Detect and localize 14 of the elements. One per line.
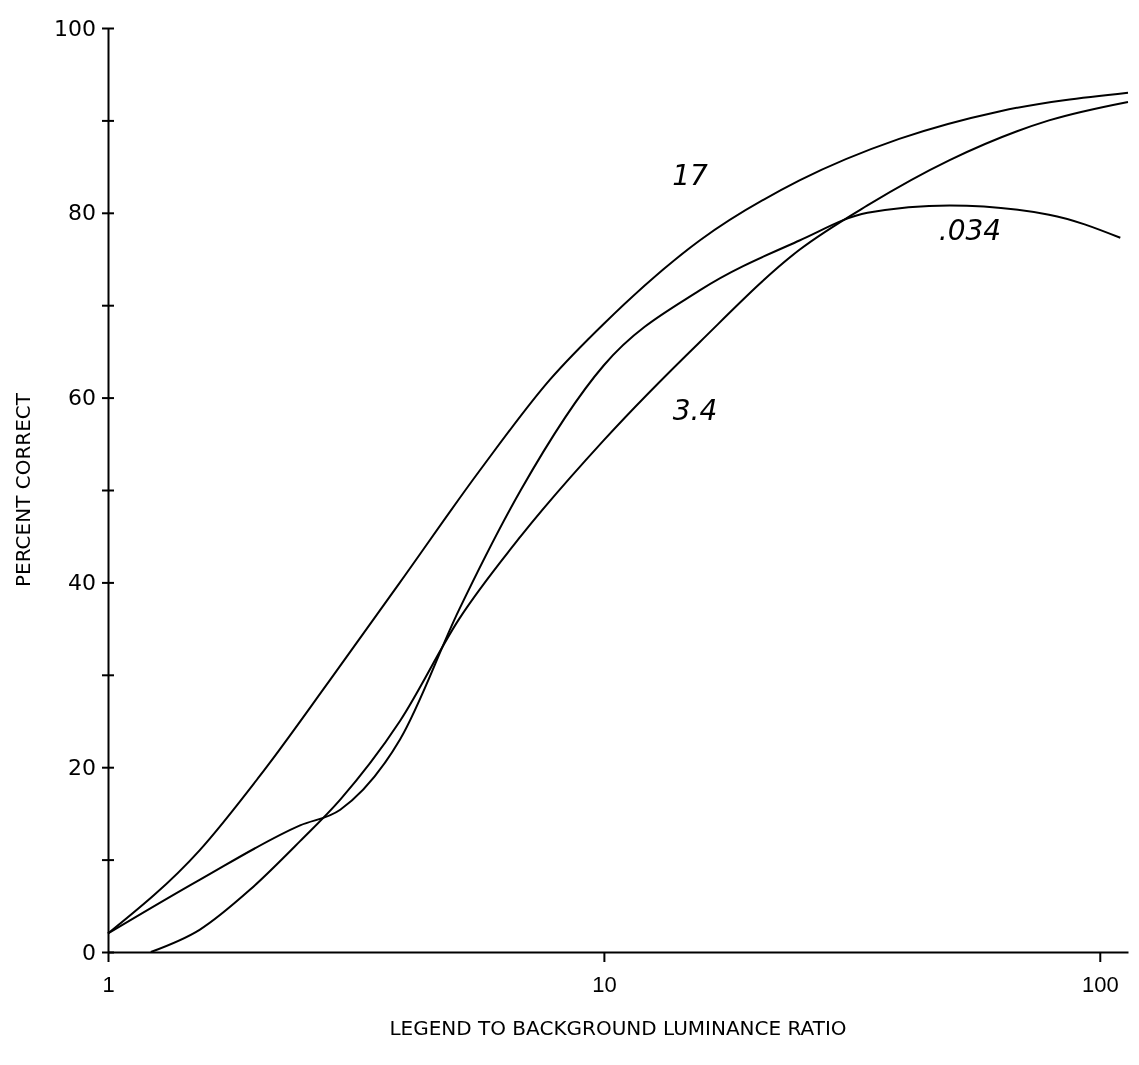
y-tick-label: 80 xyxy=(68,200,96,226)
series-label: 3.4 xyxy=(672,394,718,427)
y-axis-title: PERCENT CORRECT xyxy=(11,392,35,588)
y-tick-label: 60 xyxy=(68,385,96,411)
x-tick-label: 1 xyxy=(102,971,115,997)
series-label: .034 xyxy=(938,214,1002,247)
x-tick-label: 10 xyxy=(592,971,617,997)
series-label: 17 xyxy=(672,159,708,192)
y-tick-label: 20 xyxy=(68,754,96,780)
x-tick-label: 100 xyxy=(1081,971,1119,997)
x-axis-title: LEGEND TO BACKGROUND LUMINANCE RATIO xyxy=(389,1016,847,1040)
y-tick-label: 40 xyxy=(68,569,96,595)
y-tick-label: 0 xyxy=(82,939,96,965)
y-tick-label: 100 xyxy=(54,15,96,41)
